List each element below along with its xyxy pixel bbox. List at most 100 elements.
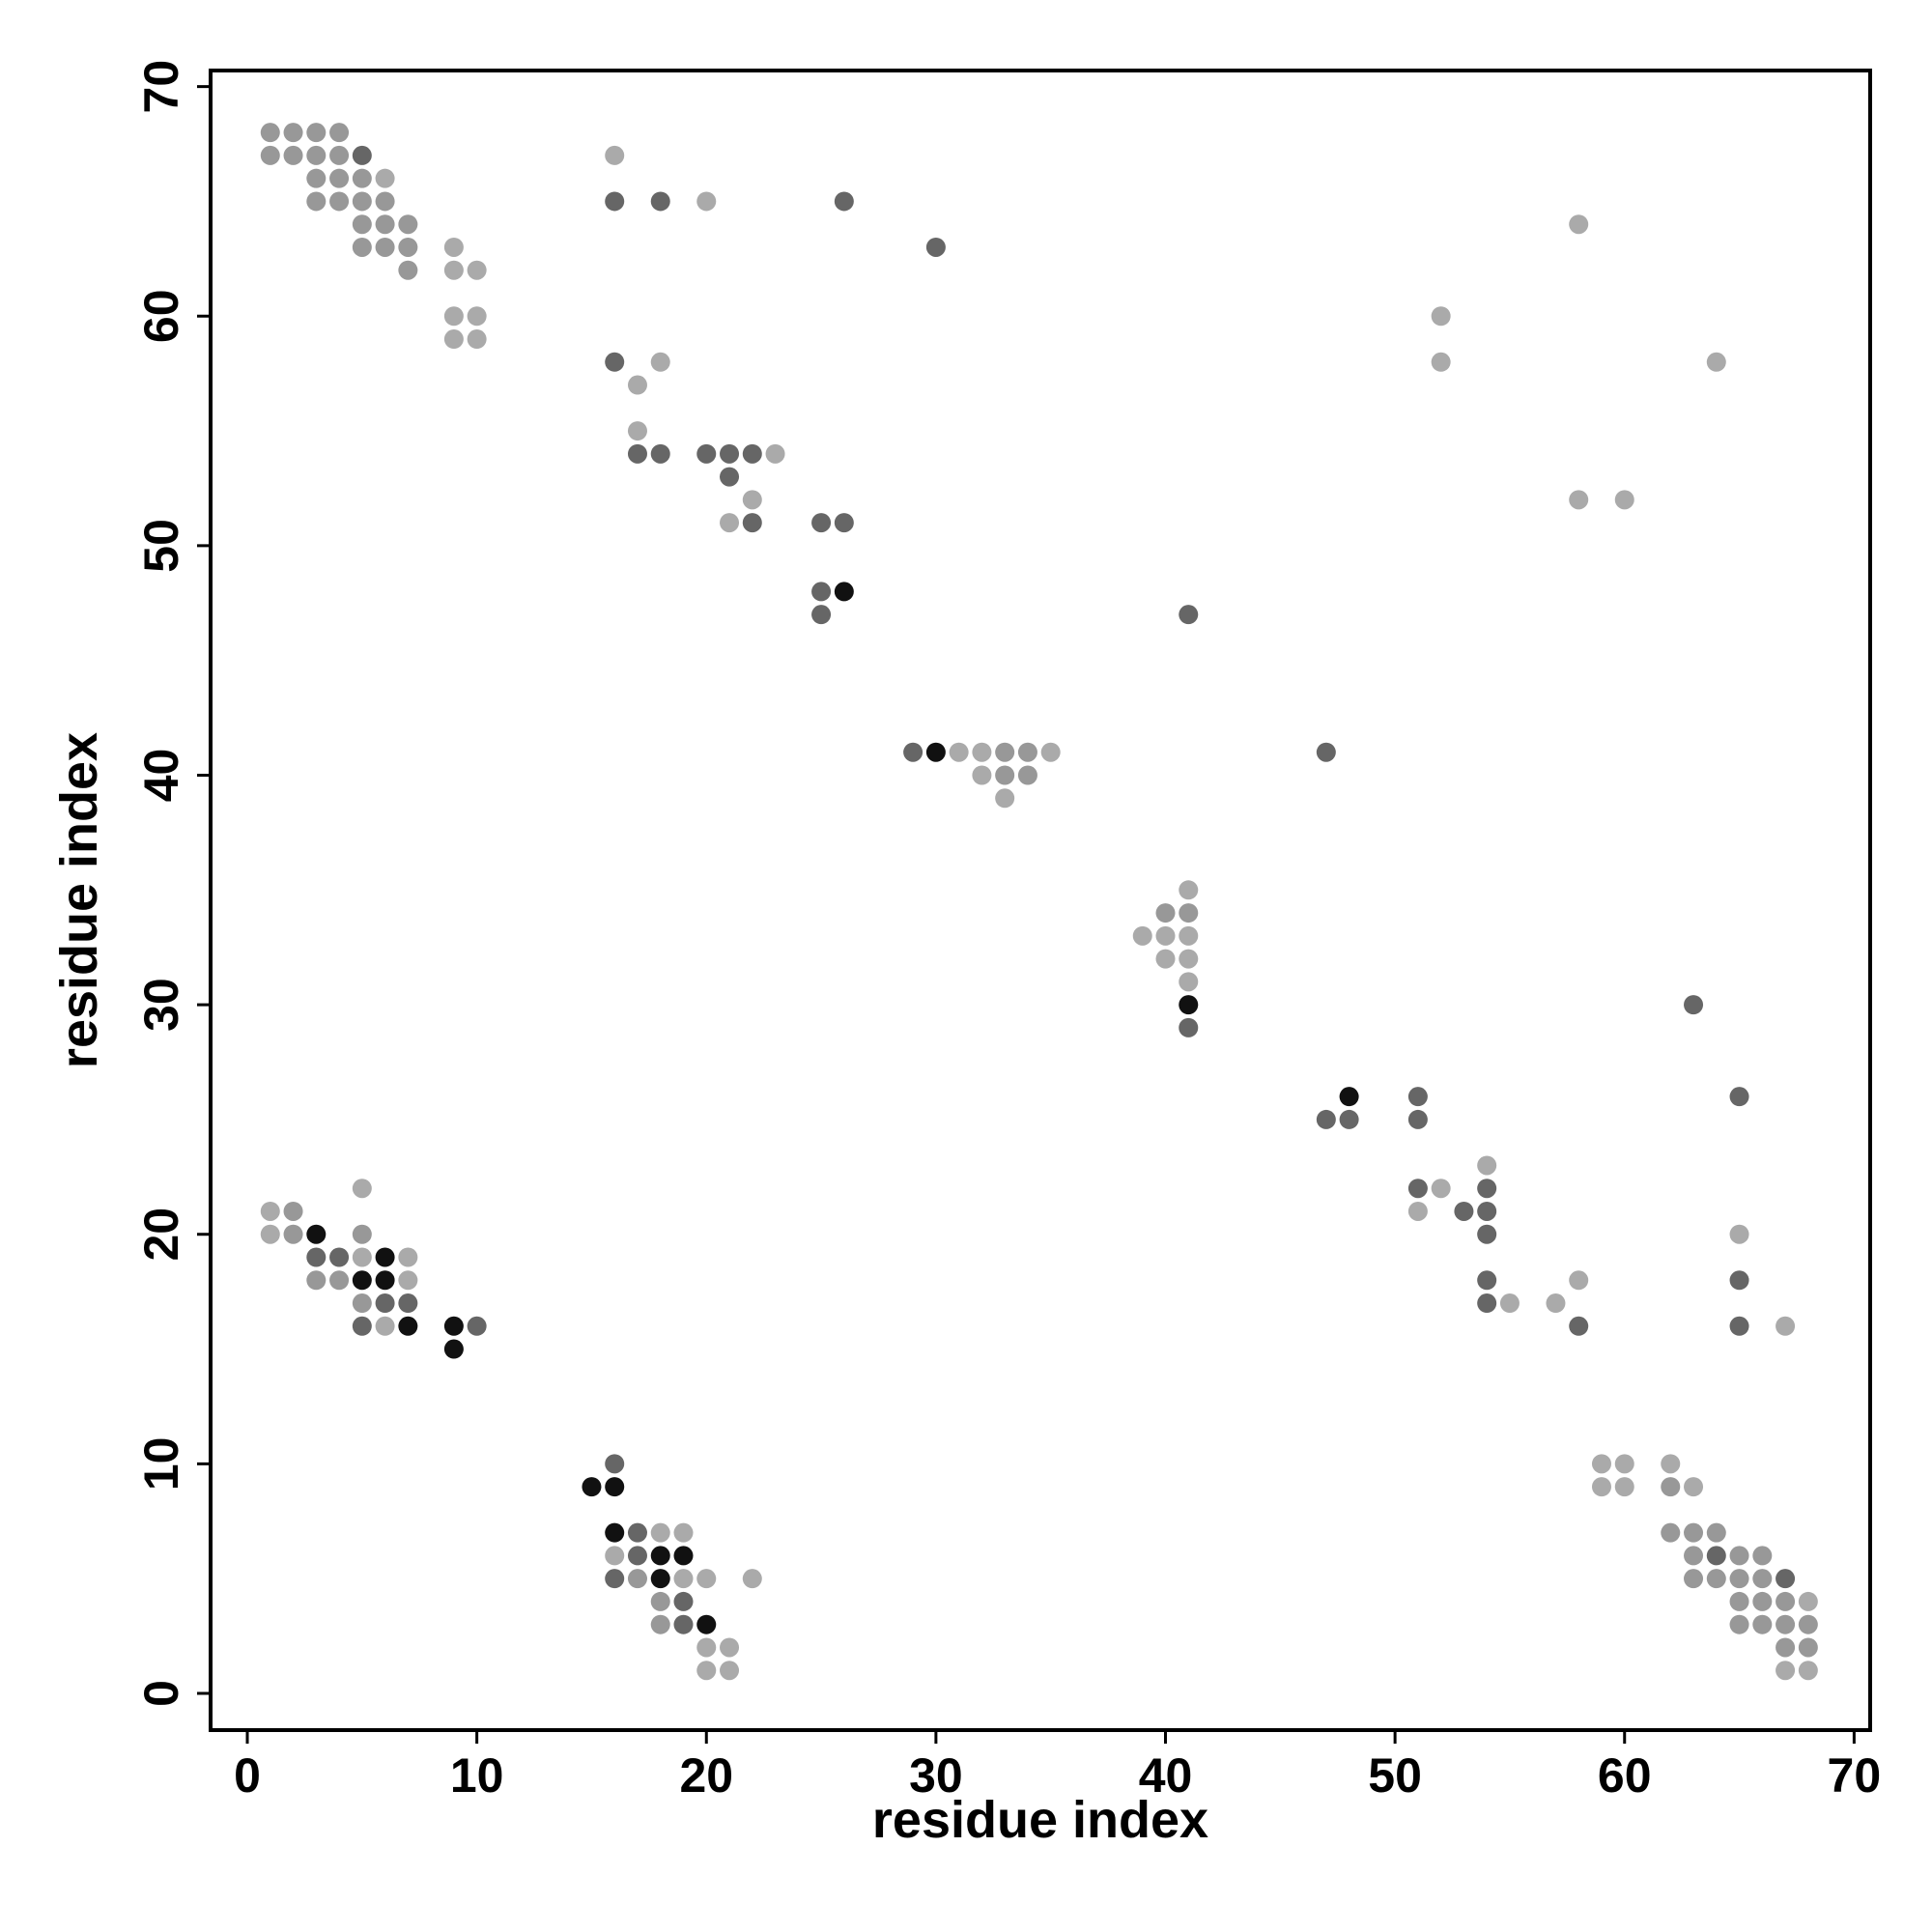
contact-point xyxy=(1684,995,1704,1015)
x-tick-label: 20 xyxy=(679,1748,733,1803)
contact-point xyxy=(1017,742,1037,762)
contact-point xyxy=(1776,1591,1796,1611)
contact-point xyxy=(605,1569,625,1589)
y-tick-label: 60 xyxy=(134,289,188,343)
contact-point xyxy=(650,1546,670,1566)
contact-point xyxy=(375,237,395,257)
contact-point xyxy=(605,191,625,212)
contact-point xyxy=(352,191,372,212)
contact-point xyxy=(1591,1454,1611,1474)
plot-frame xyxy=(209,69,1872,1732)
contact-point xyxy=(1729,1087,1749,1107)
contact-point xyxy=(1477,1155,1497,1176)
contact-point xyxy=(972,742,992,762)
contact-point xyxy=(1339,1087,1359,1107)
contact-point xyxy=(834,191,854,212)
contact-point xyxy=(283,1201,303,1221)
contact-point xyxy=(972,765,992,785)
contact-point xyxy=(1684,1522,1704,1543)
contact-point xyxy=(467,1316,487,1336)
y-tick-label: 30 xyxy=(134,978,188,1032)
contact-point xyxy=(283,123,303,143)
contact-point xyxy=(306,1224,327,1244)
contact-point xyxy=(720,443,740,464)
contact-point xyxy=(1614,1454,1634,1474)
contact-point xyxy=(398,1293,418,1314)
contact-point xyxy=(443,1339,464,1359)
contact-point xyxy=(329,191,350,212)
contact-point xyxy=(1729,1316,1749,1336)
contact-point xyxy=(1569,1270,1589,1291)
x-axis-label: residue index xyxy=(872,1791,1208,1849)
contact-point xyxy=(605,352,625,372)
y-tick-label: 40 xyxy=(134,749,188,803)
contact-point xyxy=(352,168,372,188)
contact-point xyxy=(329,123,350,143)
contact-point xyxy=(1431,352,1451,372)
contact-point xyxy=(283,1224,303,1244)
contact-point xyxy=(329,1270,350,1291)
contact-point xyxy=(1155,903,1176,923)
contact-point xyxy=(742,443,762,464)
contact-point xyxy=(1155,925,1176,946)
contact-point xyxy=(1477,1224,1497,1244)
contact-point xyxy=(1752,1614,1773,1634)
contact-point xyxy=(1729,1546,1749,1566)
contact-point xyxy=(605,1454,625,1474)
contact-point xyxy=(467,260,487,280)
contact-point xyxy=(1569,490,1589,510)
y-tick-label: 20 xyxy=(134,1208,188,1262)
contact-point xyxy=(352,237,372,257)
contact-point xyxy=(283,145,303,165)
contact-point xyxy=(260,1224,280,1244)
contact-point xyxy=(306,168,327,188)
contact-point xyxy=(605,1546,625,1566)
contact-point xyxy=(995,765,1015,785)
contact-point xyxy=(1706,1569,1726,1589)
contact-point xyxy=(352,1316,372,1336)
contact-point xyxy=(260,1201,280,1221)
contact-point xyxy=(1798,1591,1818,1611)
contact-point xyxy=(1477,1270,1497,1291)
contact-point xyxy=(1706,352,1726,372)
contact-point xyxy=(1729,1614,1749,1634)
contact-point xyxy=(1155,949,1176,969)
contact-point xyxy=(1752,1569,1773,1589)
contact-point xyxy=(1684,1569,1704,1589)
contact-point xyxy=(696,1569,717,1589)
contact-point xyxy=(375,191,395,212)
contact-point xyxy=(1431,306,1451,327)
contact-point xyxy=(467,306,487,327)
contact-point xyxy=(1776,1661,1796,1681)
contact-point xyxy=(696,1614,717,1634)
contact-point xyxy=(1339,1109,1359,1129)
contact-point xyxy=(696,191,717,212)
contact-point xyxy=(306,191,327,212)
y-axis-label: residue index xyxy=(50,732,108,1068)
contact-point xyxy=(627,1569,647,1589)
contact-point xyxy=(720,513,740,533)
contact-point xyxy=(443,329,464,350)
contact-point xyxy=(1407,1109,1428,1129)
contact-point xyxy=(627,375,647,395)
contact-point xyxy=(329,168,350,188)
contact-point xyxy=(1614,490,1634,510)
contact-point xyxy=(306,1270,327,1291)
contact-point xyxy=(306,145,327,165)
contact-point xyxy=(1179,903,1199,923)
contact-point xyxy=(995,742,1015,762)
contact-point xyxy=(398,1270,418,1291)
contact-point xyxy=(1798,1661,1818,1681)
contact-point xyxy=(1614,1477,1634,1497)
contact-point xyxy=(398,237,418,257)
contact-point xyxy=(1776,1569,1796,1589)
contact-point xyxy=(925,237,946,257)
contact-point xyxy=(1179,605,1199,625)
contact-point xyxy=(1316,742,1336,762)
x-tick-label: 50 xyxy=(1368,1748,1422,1803)
x-tick-label: 0 xyxy=(234,1748,261,1803)
contact-point xyxy=(1179,880,1199,900)
contact-point xyxy=(1454,1201,1474,1221)
contact-point xyxy=(995,788,1015,809)
